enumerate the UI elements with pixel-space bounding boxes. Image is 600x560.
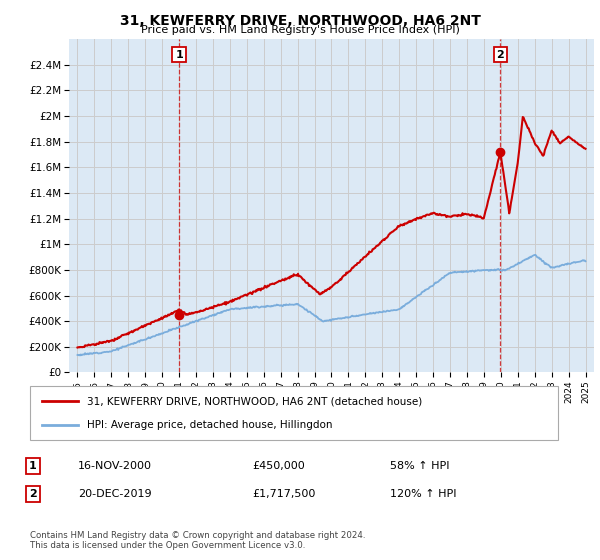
Text: 120% ↑ HPI: 120% ↑ HPI [390,489,457,499]
Text: 58% ↑ HPI: 58% ↑ HPI [390,461,449,471]
Text: 20-DEC-2019: 20-DEC-2019 [78,489,152,499]
Text: 16-NOV-2000: 16-NOV-2000 [78,461,152,471]
Text: HPI: Average price, detached house, Hillingdon: HPI: Average price, detached house, Hill… [87,419,332,430]
Text: £450,000: £450,000 [252,461,305,471]
Text: 2: 2 [29,489,37,499]
Text: £1,717,500: £1,717,500 [252,489,316,499]
Text: 1: 1 [175,50,183,59]
Text: 31, KEWFERRY DRIVE, NORTHWOOD, HA6 2NT (detached house): 31, KEWFERRY DRIVE, NORTHWOOD, HA6 2NT (… [87,396,422,407]
Text: Price paid vs. HM Land Registry's House Price Index (HPI): Price paid vs. HM Land Registry's House … [140,25,460,35]
Text: 1: 1 [29,461,37,471]
Text: 31, KEWFERRY DRIVE, NORTHWOOD, HA6 2NT: 31, KEWFERRY DRIVE, NORTHWOOD, HA6 2NT [119,14,481,28]
Text: Contains HM Land Registry data © Crown copyright and database right 2024.
This d: Contains HM Land Registry data © Crown c… [30,531,365,550]
Text: 2: 2 [496,50,504,59]
